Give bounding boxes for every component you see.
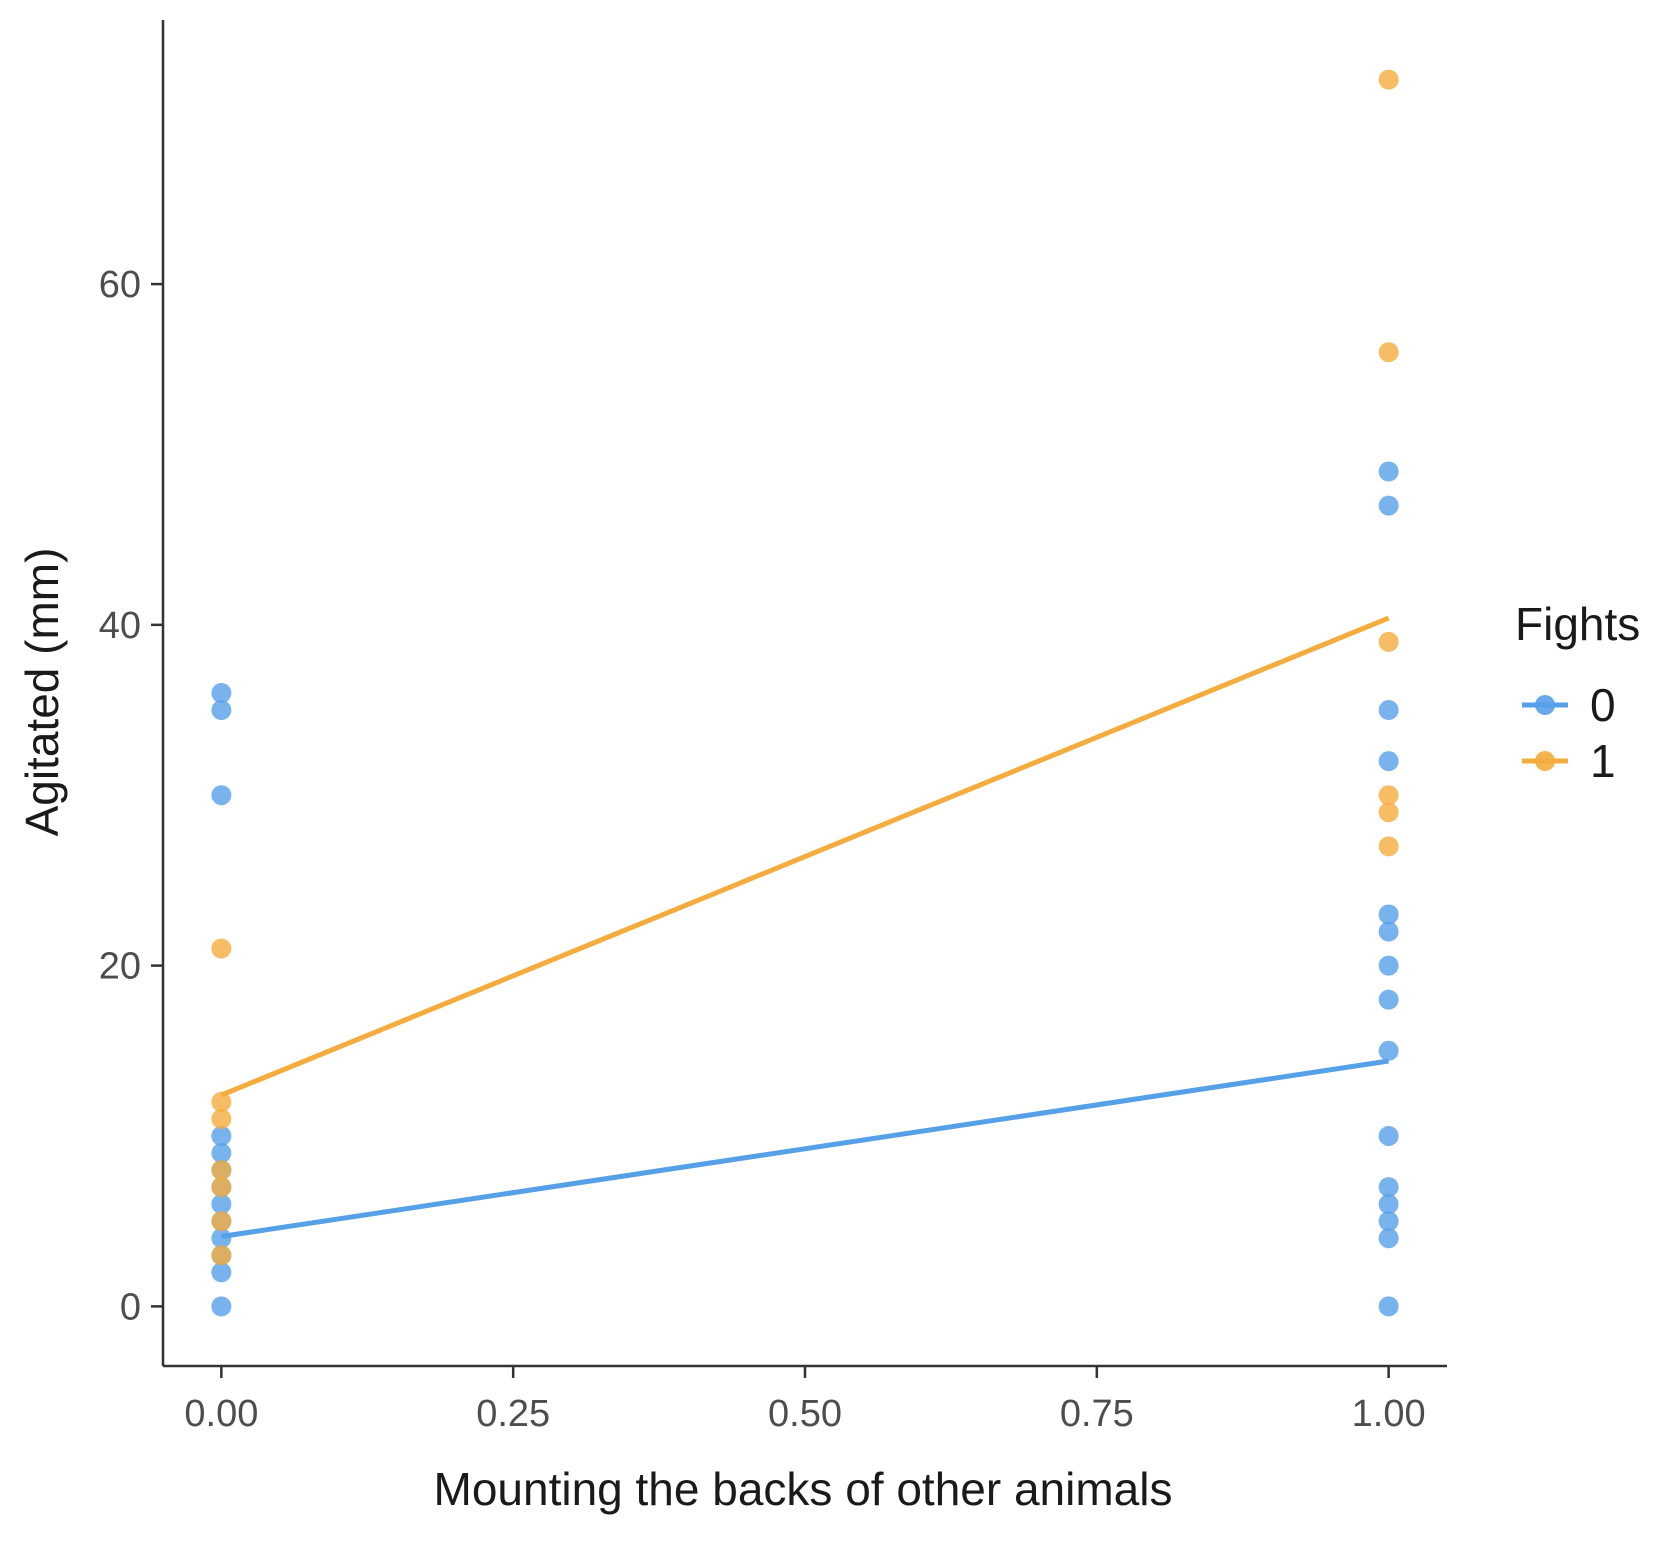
legend-label: 1 — [1590, 735, 1616, 787]
data-point-series-0 — [1378, 1125, 1399, 1146]
x-axis-ticks — [220, 1366, 1390, 1378]
x-axis-tick-labels: 0.00 0.25 0.50 0.75 1.00 — [184, 1393, 1425, 1435]
fit-line-series-1 — [220, 615, 1390, 1098]
legend-key-point — [1535, 695, 1555, 715]
data-point-series-1 — [211, 1177, 232, 1198]
data-point-series-0 — [1378, 1228, 1399, 1249]
data-point-series-0 — [211, 1296, 232, 1317]
data-point-series-0 — [211, 683, 232, 703]
legend-label: 0 — [1590, 679, 1616, 731]
data-point-series-0 — [1378, 1177, 1399, 1198]
data-point-series-1 — [211, 1160, 232, 1181]
data-point-series-1 — [211, 1091, 232, 1112]
legend: Fights 01 — [1515, 598, 1640, 787]
data-point-series-1 — [211, 1245, 232, 1266]
data-point-series-0 — [1378, 989, 1399, 1010]
legend-item-0: 0 — [1522, 679, 1616, 731]
x-axis-title: Mounting the backs of other animals — [434, 1463, 1173, 1515]
data-point-series-0 — [211, 1125, 232, 1146]
legend-key-point — [1535, 751, 1555, 771]
y-axis-tick-labels: 0 20 40 60 — [99, 264, 141, 1328]
data-point-series-0 — [1378, 1211, 1399, 1232]
data-point-series-0 — [211, 1228, 232, 1249]
y-axis-title: Agitated (mm) — [16, 548, 68, 837]
x-tick-label: 1.00 — [1352, 1393, 1426, 1435]
y-tick-label: 60 — [99, 264, 141, 306]
data-point-series-0 — [1378, 904, 1399, 925]
data-point-series-1 — [1378, 631, 1399, 652]
fit-lines — [220, 615, 1390, 1239]
data-point-series-1 — [211, 1211, 232, 1232]
data-point-series-0 — [1378, 700, 1399, 721]
data-point-series-0 — [211, 785, 232, 806]
data-point-series-0 — [211, 1194, 232, 1215]
data-point-series-0 — [1378, 955, 1399, 976]
data-point-series-1 — [1378, 785, 1399, 806]
data-point-series-0 — [1378, 1194, 1399, 1215]
data-point-series-1 — [1378, 69, 1399, 90]
legend-title: Fights — [1515, 598, 1640, 650]
data-point-series-1 — [1378, 836, 1399, 857]
data-point-series-0 — [1378, 921, 1399, 942]
data-point-series-1 — [1378, 342, 1399, 363]
data-point-series-0 — [1378, 1296, 1399, 1317]
fit-line-series-0 — [220, 1058, 1390, 1239]
legend-items: 01 — [1522, 679, 1616, 787]
y-tick-label: 0 — [120, 1286, 141, 1328]
data-point-series-1 — [211, 1108, 232, 1129]
legend-item-1: 1 — [1522, 735, 1616, 787]
data-point-series-0 — [1378, 461, 1399, 482]
data-point-series-0 — [1378, 495, 1399, 516]
data-points — [211, 69, 1399, 1317]
data-point-series-0 — [211, 700, 232, 721]
data-point-series-0 — [211, 1262, 232, 1283]
data-point-series-0 — [1378, 751, 1399, 772]
y-axis-ticks — [151, 282, 163, 1308]
y-tick-label: 20 — [99, 946, 141, 988]
y-tick-label: 40 — [99, 605, 141, 647]
data-point-series-1 — [1378, 802, 1399, 823]
x-tick-label: 0.00 — [184, 1393, 258, 1435]
data-point-series-0 — [211, 1143, 232, 1164]
x-tick-label: 0.50 — [768, 1393, 842, 1435]
x-tick-label: 0.75 — [1060, 1393, 1134, 1435]
data-point-series-1 — [211, 938, 232, 959]
x-tick-label: 0.25 — [476, 1393, 550, 1435]
data-point-series-0 — [1378, 1040, 1399, 1061]
